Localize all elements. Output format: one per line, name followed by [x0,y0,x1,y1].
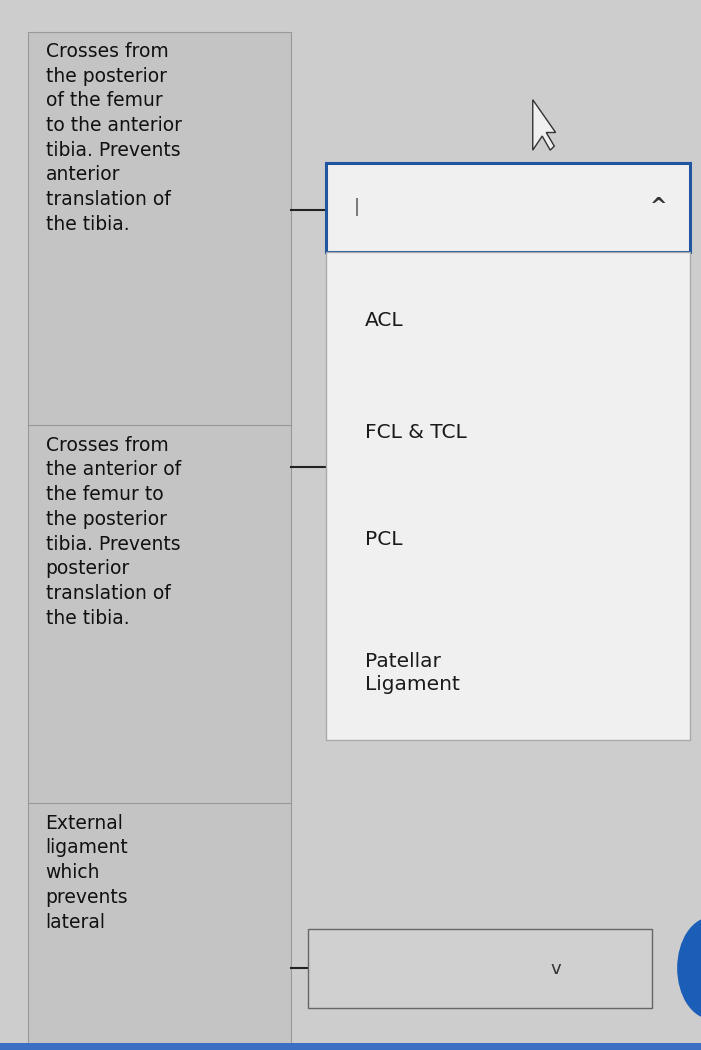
Bar [326,252,690,740]
Text: FCL & TCL: FCL & TCL [365,423,466,442]
Bar [28,32,291,1050]
Circle shape [678,918,701,1018]
Text: Patellar
Ligament: Patellar Ligament [365,652,459,694]
Text: PCL: PCL [365,530,402,549]
Text: External
ligament
which
prevents
lateral: External ligament which prevents lateral [46,814,128,931]
Bar [326,163,690,252]
Bar [308,929,652,1008]
Bar [0,1043,701,1050]
Text: ACL: ACL [365,311,403,330]
Polygon shape [533,100,556,150]
Text: v: v [550,960,561,978]
Text: ^: ^ [651,197,667,217]
Text: Crosses from
the anterior of
the femur to
the posterior
tibia. Prevents
posterio: Crosses from the anterior of the femur t… [46,436,181,628]
Text: |: | [354,198,360,216]
Text: Crosses from
the posterior
of the femur
to the anterior
tibia. Prevents
anterior: Crosses from the posterior of the femur … [46,42,182,234]
